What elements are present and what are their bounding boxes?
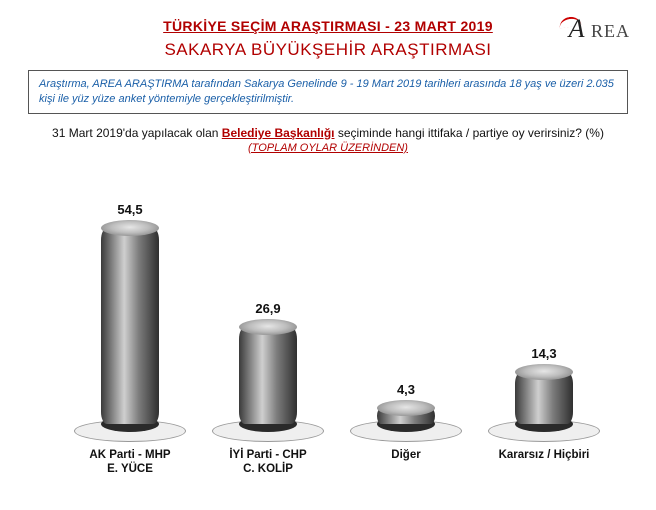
bar-body bbox=[101, 228, 159, 424]
bar-slot: 14,3Kararsız / Hiçbiri bbox=[484, 372, 604, 431]
bar-category-label: Kararsız / Hiçbiri bbox=[484, 448, 604, 462]
bar-body bbox=[239, 327, 297, 424]
bar-cylinder bbox=[377, 408, 435, 423]
logo-initial: A bbox=[569, 14, 586, 43]
bar-value-label: 26,9 bbox=[208, 301, 328, 316]
question-post: seçiminde hangi ittifaka / partiye oy ve… bbox=[335, 126, 604, 140]
title-line-1: TÜRKİYE SEÇİM ARAŞTIRMASI - 23 MART 2019 bbox=[28, 18, 628, 34]
question-subnote: (TOPLAM OYLAR ÜZERİNDEN) bbox=[28, 142, 628, 154]
bar-chart: 54,5AK Parti - MHP E. YÜCE26,9İYİ Parti … bbox=[48, 182, 608, 482]
question-pre: 31 Mart 2019'da yapılacak olan bbox=[52, 126, 222, 140]
bar-top-cap bbox=[239, 319, 297, 335]
bar-value-label: 4,3 bbox=[346, 382, 466, 397]
bar-cylinder bbox=[515, 372, 573, 423]
logo-rest: REA bbox=[591, 21, 630, 41]
bar-top-cap bbox=[101, 220, 159, 236]
question-highlight: Belediye Başkanlığı bbox=[222, 126, 335, 140]
bar-slot: 54,5AK Parti - MHP E. YÜCE bbox=[70, 228, 190, 432]
brand-logo: A REA bbox=[569, 14, 630, 44]
bar-value-label: 54,5 bbox=[70, 202, 190, 217]
page-root: A REA TÜRKİYE SEÇİM ARAŞTIRMASI - 23 MAR… bbox=[0, 0, 656, 510]
bar-cylinder bbox=[239, 327, 297, 424]
bar-slot: 26,9İYİ Parti - CHP C. KOLİP bbox=[208, 327, 328, 432]
survey-question: 31 Mart 2019'da yapılacak olan Belediye … bbox=[28, 126, 628, 140]
title-line-2: SAKARYA BÜYÜKŞEHİR ARAŞTIRMASI bbox=[28, 40, 628, 60]
bar-slot: 4,3Diğer bbox=[346, 408, 466, 431]
bar-category-label: AK Parti - MHP E. YÜCE bbox=[70, 448, 190, 477]
bar-category-label: Diğer bbox=[346, 448, 466, 462]
bar-category-label: İYİ Parti - CHP C. KOLİP bbox=[208, 448, 328, 477]
bar-value-label: 14,3 bbox=[484, 346, 604, 361]
bar-cylinder bbox=[101, 228, 159, 424]
methodology-box: Araştırma, AREA ARAŞTIRMA tarafından Sak… bbox=[28, 70, 628, 114]
